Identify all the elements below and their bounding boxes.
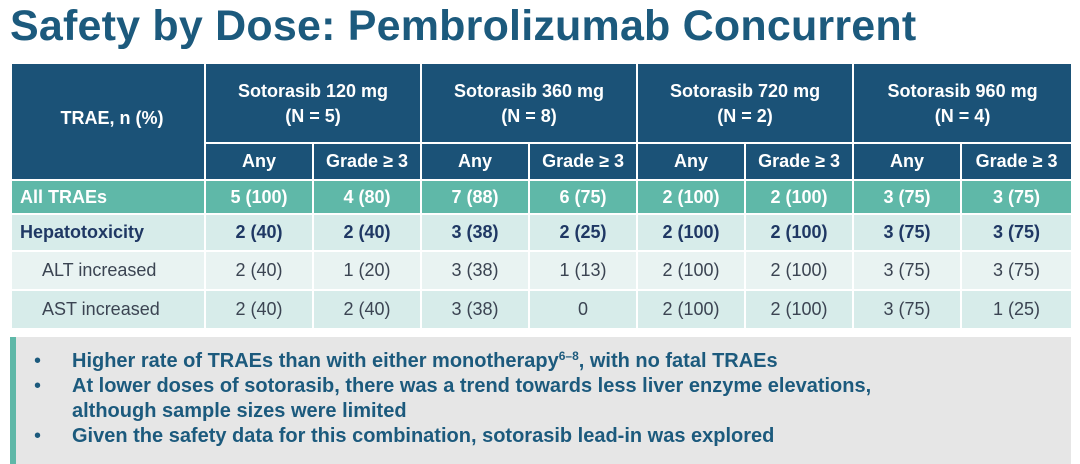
subheader-grade3: Grade ≥ 3 (311, 142, 423, 181)
bullet-item: • Given the safety data for this combina… (34, 424, 1071, 449)
table-cell: 1 (13) (528, 250, 639, 291)
table-cell: 2 (100) (636, 179, 747, 215)
table-cell: 2 (100) (744, 213, 855, 252)
table-cell: 2 (40) (204, 213, 314, 252)
bullet-line: At lower doses of sotorasib, there was a… (72, 375, 872, 397)
safety-table: TRAE, n (%) Sotorasib 120 mg (N = 5) Sot… (10, 62, 1074, 330)
subheader-grade3: Grade ≥ 3 (744, 142, 855, 181)
bullet-item: • At lower doses of sotorasib, there was… (34, 374, 1071, 424)
corner-header: TRAE, n (%) (10, 62, 206, 181)
row-label: ALT increased (10, 250, 206, 291)
table-cell: 3 (75) (852, 213, 963, 252)
bullet-text: Given the safety data for this combinati… (72, 425, 775, 447)
dose-header-name: Sotorasib 120 mg (237, 81, 389, 101)
table-cell: 4 (80) (311, 179, 423, 215)
bullet-item: • Higher rate of TRAEs than with either … (34, 349, 1071, 374)
table-cell: 2 (100) (744, 179, 855, 215)
dose-header-n: (N = 8) (501, 106, 557, 126)
bullet-text-main: Higher rate of TRAEs than with either mo… (72, 350, 559, 372)
table-cell: 3 (75) (960, 213, 1074, 252)
subheader-any: Any (420, 142, 531, 181)
table-cell: 3 (75) (852, 289, 963, 330)
summary-bullets: • Higher rate of TRAEs than with either … (10, 337, 1071, 464)
table-cell: 2 (100) (744, 289, 855, 330)
table-cell: 2 (100) (636, 213, 747, 252)
page-title: Safety by Dose: Pembrolizumab Concurrent (10, 2, 917, 50)
table-row-ast-increased: AST increased 2 (40) 2 (40) 3 (38) 0 2 (… (10, 289, 1074, 330)
table-cell: 2 (40) (311, 289, 423, 330)
bullet-marker: • (34, 425, 42, 447)
subheader-grade3: Grade ≥ 3 (960, 142, 1074, 181)
table-cell: 2 (40) (311, 213, 423, 252)
bullet-marker: • (34, 375, 42, 397)
table-cell: 2 (25) (528, 213, 639, 252)
bullet-marker: • (34, 350, 42, 372)
table-cell: 7 (88) (420, 179, 531, 215)
table-cell: 2 (40) (204, 289, 314, 330)
table-cell: 3 (75) (852, 250, 963, 291)
bullet-text-tail: , with no fatal TRAEs (578, 350, 778, 372)
table-row-all-traes: All TRAEs 5 (100) 4 (80) 7 (88) 6 (75) 2… (10, 179, 1074, 215)
table-cell: 2 (40) (204, 250, 314, 291)
dose-header-720: Sotorasib 720 mg (N = 2) (636, 62, 855, 144)
table-row-hepatotoxicity: Hepatotoxicity 2 (40) 2 (40) 3 (38) 2 (2… (10, 213, 1074, 252)
dose-header-360: Sotorasib 360 mg (N = 8) (420, 62, 639, 144)
table-cell: 0 (528, 289, 639, 330)
table-cell: 3 (75) (960, 250, 1074, 291)
table-cell: 3 (75) (960, 179, 1074, 215)
table-cell: 2 (100) (636, 250, 747, 291)
table-cell: 3 (38) (420, 289, 531, 330)
row-label: Hepatotoxicity (10, 213, 206, 252)
subheader-any: Any (636, 142, 747, 181)
table-cell: 3 (38) (420, 250, 531, 291)
dose-header-960: Sotorasib 960 mg (N = 4) (852, 62, 1074, 144)
bullet-line: although sample sizes were limited (72, 400, 407, 422)
dose-header-name: Sotorasib 360 mg (454, 81, 605, 101)
table-cell: 2 (100) (744, 250, 855, 291)
dose-header-name: Sotorasib 720 mg (670, 81, 821, 101)
table-cell: 6 (75) (528, 179, 639, 215)
bullet-text: At lower doses of sotorasib, there was a… (72, 374, 871, 424)
citation-superscript: 6–8 (558, 349, 579, 363)
dose-header-n: (N = 4) (934, 106, 991, 126)
table-cell: 3 (38) (420, 213, 531, 252)
table-row-alt-increased: ALT increased 2 (40) 1 (20) 3 (38) 1 (13… (10, 250, 1074, 291)
table-cell: 1 (20) (311, 250, 423, 291)
dose-header-n: (N = 2) (717, 106, 773, 126)
subheader-any: Any (852, 142, 963, 181)
table-cell: 1 (25) (960, 289, 1074, 330)
row-label: All TRAEs (10, 179, 206, 215)
row-label: AST increased (10, 289, 206, 330)
dose-header-n: (N = 5) (285, 106, 341, 126)
table-cell: 2 (100) (636, 289, 747, 330)
bullet-text: Higher rate of TRAEs than with either mo… (72, 349, 778, 374)
dose-header-name: Sotorasib 960 mg (887, 81, 1038, 101)
dose-header-120: Sotorasib 120 mg (N = 5) (203, 62, 423, 144)
table-cell: 5 (100) (204, 179, 314, 215)
subheader-any: Any (204, 142, 314, 181)
table-cell: 3 (75) (852, 179, 963, 215)
subheader-grade3: Grade ≥ 3 (528, 142, 639, 181)
